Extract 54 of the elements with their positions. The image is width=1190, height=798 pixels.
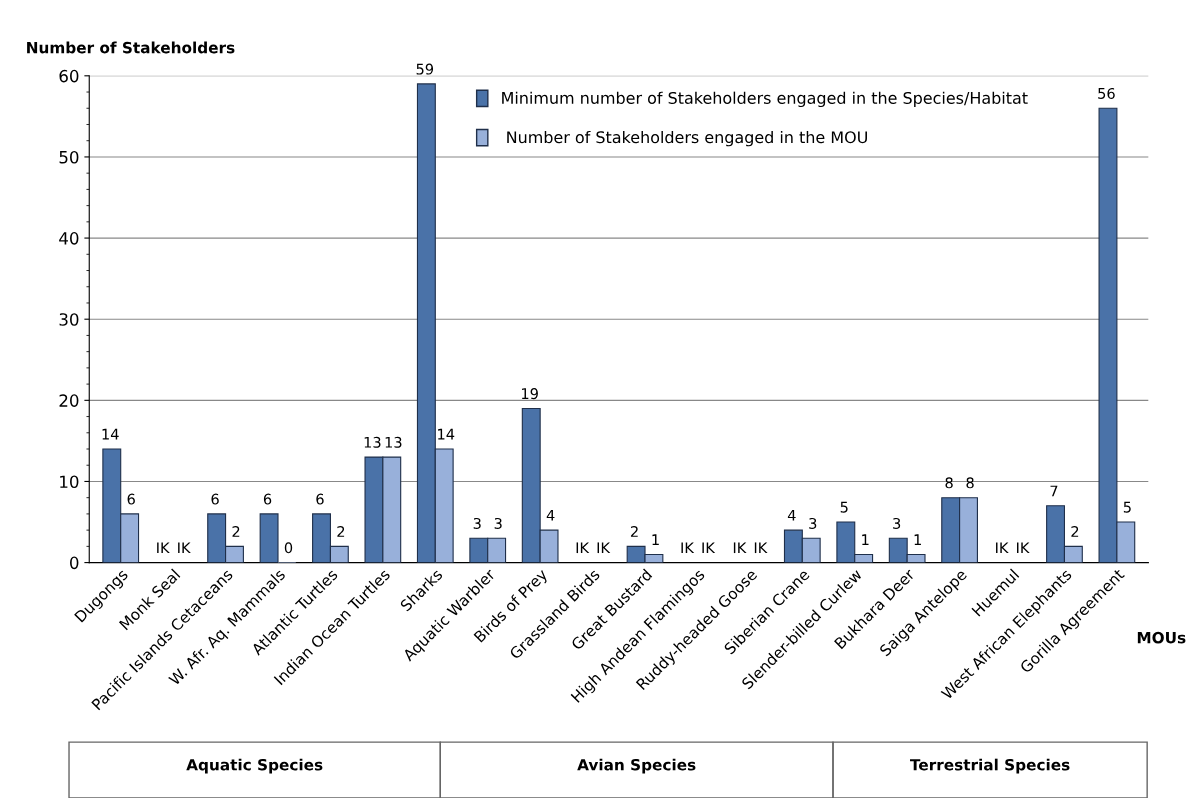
data-label: 3 (473, 517, 481, 529)
legend-label: Minimum number of Stakeholders engaged in the Species/Habitat (502, 91, 1028, 108)
data-label: 4 (787, 509, 796, 521)
data-label: 0 (284, 542, 293, 554)
data-label: 3 (809, 517, 817, 529)
data-label: 14 (438, 428, 455, 440)
text: IK (178, 542, 191, 554)
data-label: 6 (316, 493, 324, 505)
data-label: 3 (893, 517, 901, 529)
text: IK (733, 542, 747, 554)
data-label: 2 (232, 526, 240, 537)
data-label: 6 (211, 493, 219, 505)
data-label: 6 (263, 493, 272, 505)
data-label: 5 (840, 501, 848, 513)
data-label: 19 (521, 388, 538, 400)
data-label: 3 (494, 517, 502, 529)
y-tick-label: 30 (59, 313, 79, 326)
data-label: 5 (1123, 501, 1131, 513)
data-label: 1 (862, 534, 869, 545)
y-tick-label: 50 (59, 150, 79, 164)
text: IK (702, 542, 716, 554)
data-label: 4 (546, 509, 555, 521)
x-axis-title: MOUs (1137, 631, 1186, 644)
legend-label: Number of Stakeholders engaged in the MOU (507, 130, 867, 147)
data-label: 6 (127, 493, 135, 505)
y-axis-title: Number of Stakeholders (27, 41, 235, 54)
data-label: 7 (1050, 485, 1058, 497)
text: IK (576, 542, 590, 554)
data-label: 8 (945, 477, 953, 489)
data-label: 1 (914, 534, 921, 545)
y-tick-label: 20 (59, 394, 79, 407)
text: Terrestrial Species (910, 758, 1070, 774)
text: IK (157, 542, 170, 554)
text: IK (996, 542, 1009, 554)
data-label: 59 (416, 63, 434, 75)
data-label: 13 (385, 436, 402, 448)
data-label: 13 (364, 436, 381, 448)
data-label: 2 (337, 526, 345, 537)
text: Avian Species (577, 758, 696, 774)
y-tick-label: 10 (60, 475, 79, 489)
y-tick-label: 60 (59, 69, 79, 83)
text: Aquatic Species (186, 758, 323, 774)
text: IK (754, 542, 768, 554)
text: IK (597, 542, 611, 554)
data-label: 8 (966, 477, 974, 489)
y-tick-label: 40 (59, 232, 79, 245)
data-label: 2 (1071, 526, 1079, 537)
data-label: 56 (1098, 87, 1115, 99)
data-label: 1 (652, 534, 659, 545)
y-tick-label: 0 (70, 556, 79, 570)
text: IK (1017, 542, 1030, 554)
data-label: 2 (630, 526, 638, 537)
text: IK (681, 542, 695, 554)
data-label: 14 (102, 428, 119, 440)
